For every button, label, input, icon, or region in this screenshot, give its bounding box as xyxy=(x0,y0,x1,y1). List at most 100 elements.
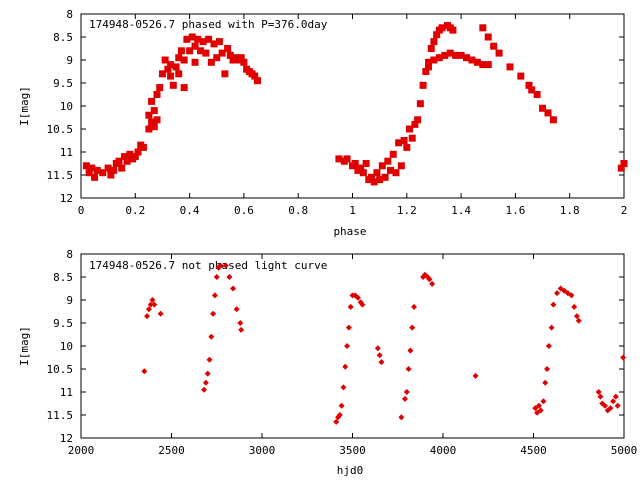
data-point xyxy=(378,359,385,366)
data-point xyxy=(452,51,460,59)
data-point xyxy=(345,324,352,331)
data-point xyxy=(554,290,561,297)
data-point xyxy=(88,164,96,172)
data-point xyxy=(425,63,433,71)
data-point xyxy=(550,301,557,308)
data-point xyxy=(148,97,156,105)
phased-x-tick-label: 0.4 xyxy=(180,204,200,217)
data-point xyxy=(188,33,196,41)
data-point xyxy=(150,123,158,131)
unphased-x-tick-label: 4500 xyxy=(520,444,547,457)
data-point xyxy=(376,176,384,184)
phased-y-tick-label: 10 xyxy=(60,100,73,113)
data-point xyxy=(145,125,153,133)
data-point xyxy=(153,116,161,124)
data-point xyxy=(207,58,215,66)
data-point xyxy=(535,402,542,409)
data-point xyxy=(237,320,244,326)
data-point xyxy=(167,61,175,69)
data-point xyxy=(359,301,366,308)
data-point xyxy=(134,148,142,156)
phased-y-tick-label: 11.5 xyxy=(47,169,74,182)
phased-x-tick-label: 0.6 xyxy=(234,204,254,217)
phased-x-tick-label: 1.2 xyxy=(397,204,417,217)
data-point xyxy=(175,54,183,62)
data-point xyxy=(107,171,115,179)
data-point xyxy=(194,35,202,43)
data-point xyxy=(169,81,177,89)
data-point xyxy=(161,56,169,64)
data-point xyxy=(403,389,410,395)
data-point xyxy=(175,70,183,78)
unphased-y-tick-label: 9 xyxy=(66,294,73,307)
data-point xyxy=(620,160,628,167)
data-point xyxy=(517,72,525,80)
unphased-x-tick-label: 3500 xyxy=(339,444,366,457)
data-point xyxy=(172,63,180,71)
data-point xyxy=(93,166,101,174)
data-point xyxy=(251,72,259,80)
data-point xyxy=(222,262,229,269)
data-point xyxy=(226,51,234,59)
unphased-chart-title: 174948-0526.7 not phased light curve xyxy=(89,259,327,272)
phased-chart: 174948-0526.7 phased with P=376.0day pha… xyxy=(18,8,628,238)
data-point xyxy=(82,162,90,170)
data-point xyxy=(542,379,549,386)
data-point xyxy=(217,262,224,269)
data-point xyxy=(472,372,479,379)
data-point xyxy=(342,363,349,370)
data-point xyxy=(91,173,99,181)
unphased-y-tick-label: 8 xyxy=(66,248,73,261)
data-point xyxy=(123,157,131,165)
data-point xyxy=(191,58,199,66)
data-point xyxy=(387,166,395,174)
unphased-y-tick-label: 11 xyxy=(60,386,73,399)
data-point xyxy=(414,116,422,124)
data-point xyxy=(144,313,151,320)
phased-y-tick-label: 9 xyxy=(66,54,73,67)
unphased-x-tick-label: 3000 xyxy=(249,444,276,457)
unphased-axis-ticks: 2000 2500 3000 3500 4000 4500 5000 8 8.5 9 9.5 10 10… xyxy=(47,248,638,457)
data-point xyxy=(484,33,492,41)
data-point xyxy=(540,398,547,405)
data-point xyxy=(400,137,408,144)
data-point xyxy=(158,70,166,78)
data-point xyxy=(204,370,211,377)
phased-x-tick-label: 1.8 xyxy=(560,204,580,217)
data-point xyxy=(218,49,226,57)
unphased-data-points xyxy=(141,262,627,425)
data-point xyxy=(430,38,438,46)
data-point xyxy=(419,81,427,89)
data-point xyxy=(446,49,454,57)
data-point xyxy=(226,274,233,280)
data-point xyxy=(338,402,345,409)
unphased-y-tick-label: 10 xyxy=(60,340,73,353)
data-point xyxy=(85,169,93,177)
data-point xyxy=(435,54,443,62)
data-point xyxy=(506,63,514,71)
data-point xyxy=(403,143,411,151)
data-point xyxy=(433,31,441,39)
phased-y-tick-label: 10.5 xyxy=(47,123,74,136)
data-point xyxy=(141,368,148,375)
data-point xyxy=(145,111,153,119)
data-point xyxy=(151,301,158,308)
data-point xyxy=(422,68,430,75)
data-point xyxy=(405,366,412,372)
data-point xyxy=(429,280,436,287)
data-point xyxy=(202,379,209,386)
data-point xyxy=(479,24,487,32)
data-point xyxy=(545,343,552,349)
data-point xyxy=(351,160,359,167)
data-point xyxy=(362,160,370,167)
data-point xyxy=(620,354,627,361)
data-point xyxy=(463,54,471,62)
data-point xyxy=(336,412,343,418)
data-point xyxy=(211,292,218,299)
data-point xyxy=(614,402,621,409)
data-point xyxy=(378,162,386,170)
data-point xyxy=(139,143,147,151)
data-point xyxy=(568,292,575,299)
unphased-y-tick-label: 11.5 xyxy=(47,409,74,422)
